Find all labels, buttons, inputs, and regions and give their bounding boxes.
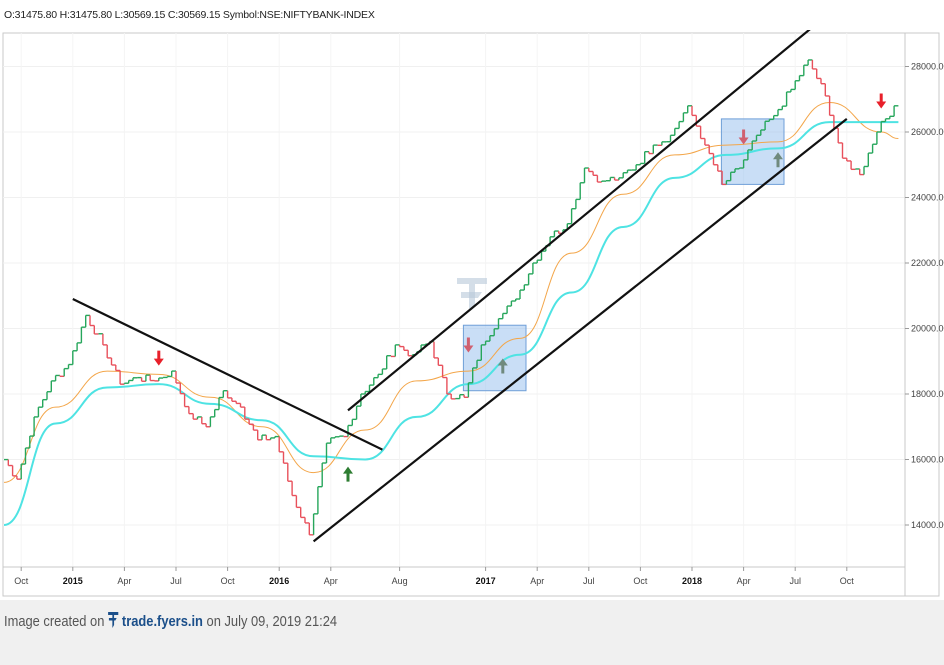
x-tick-label: Aug — [392, 576, 408, 586]
y-axis-ticks: 14000.00 16000.00 18000.00 20000.00 22000.00… — [905, 62, 944, 530]
highlight-boxes — [462, 118, 785, 392]
box-2017 — [462, 324, 527, 392]
y-tick-label: 18000.00 — [911, 389, 944, 399]
grid — [3, 33, 905, 567]
x-tick-label: Oct — [633, 576, 648, 586]
y-tick-label: 26000.00 — [911, 127, 944, 137]
footer-caption: Image created on trade.fyers.in on July … — [4, 612, 337, 630]
arrow-down-icon — [738, 129, 749, 145]
x-tick-label: Apr — [737, 576, 751, 586]
chart-border — [2, 32, 940, 597]
trend-lines — [72, 30, 848, 543]
y-tick-label: 20000.00 — [911, 324, 944, 334]
ohlc-readout: O:31475.80 H:31475.80 L:30569.15 C:30569… — [4, 9, 375, 21]
x-tick-label: Apr — [530, 576, 544, 586]
x-tick-label: Oct — [840, 576, 855, 586]
channel-top — [347, 30, 811, 412]
y-tick-label: 16000.00 — [911, 455, 944, 465]
arrow-up-icon — [343, 466, 353, 482]
footer-brand-link[interactable]: trade.fyers.in — [121, 613, 203, 630]
x-tick-label: Oct — [221, 576, 236, 586]
arrow-up-icon — [497, 358, 508, 374]
x-tick-label: Jul — [583, 576, 595, 586]
arrow-up-icon — [773, 152, 783, 168]
fyers-logo-icon — [107, 612, 119, 628]
x-tick-label: 2016 — [269, 576, 289, 586]
ema-fast-line — [3, 102, 899, 483]
footer-suffix: on July 09, 2019 21:24 — [206, 613, 338, 630]
x-axis-ticks: Oct 2015 Apr Jul Oct 2016 Apr Aug 2017 Apr Jul Oct 2… — [14, 567, 854, 586]
x-tick-label: 2017 — [476, 576, 496, 586]
x-tick-label: Jul — [170, 576, 182, 586]
y-tick-label: 14000.00 — [911, 520, 944, 530]
arrow-down-icon — [463, 337, 474, 353]
y-tick-label: 24000.00 — [911, 193, 944, 203]
x-tick-label: Apr — [117, 576, 131, 586]
descending-resistance — [72, 298, 383, 451]
footer-bar: Image created on trade.fyers.in on July … — [0, 600, 944, 665]
channel-bottom — [312, 118, 848, 543]
line-break-series — [4, 59, 899, 536]
arrow-down-icon — [876, 93, 887, 109]
x-tick-label: Oct — [14, 576, 29, 586]
footer-prefix: Image created on — [4, 613, 105, 630]
x-tick-label: 2018 — [682, 576, 702, 586]
arrow-down-icon — [153, 350, 164, 366]
price-chart[interactable]: Oct 2015 Apr Jul Oct 2016 Apr Aug 2017 Apr Jul Oct 2… — [0, 30, 944, 597]
x-tick-label: Apr — [324, 576, 338, 586]
signal-arrows — [153, 93, 887, 482]
y-tick-label: 22000.00 — [911, 258, 944, 268]
y-tick-label: 28000.00 — [911, 62, 944, 72]
x-tick-label: Jul — [789, 576, 801, 586]
x-tick-label: 2015 — [63, 576, 83, 586]
fyers-watermark-logo — [457, 278, 487, 311]
